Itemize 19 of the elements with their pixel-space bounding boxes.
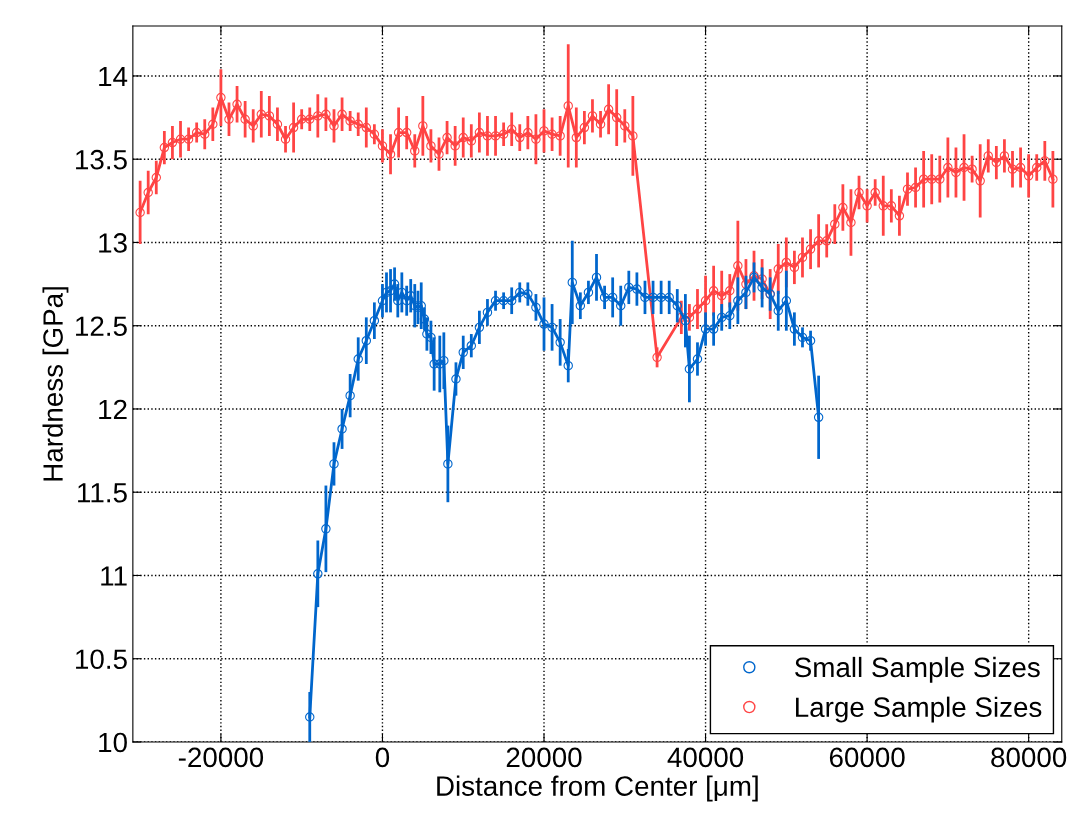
y-axis-title: Hardness [GPa] <box>42 287 69 481</box>
x-tick-label: 60000 <box>829 747 905 768</box>
y-tick-label: 13.5 <box>76 149 127 170</box>
y-tick-label: 11.5 <box>78 483 127 503</box>
x-tick-label: 20000 <box>506 747 582 768</box>
x-tick-label: 40000 <box>667 747 744 768</box>
legend-label: Small Sample Sizes <box>795 656 1040 683</box>
x-tick-label: 80000 <box>991 747 1067 768</box>
y-tick-label: 10.5 <box>76 649 127 670</box>
y-tick-label: 11 <box>101 566 127 586</box>
y-tick-label: 13 <box>99 233 127 253</box>
x-axis-title: Distance from Center [μm] <box>437 775 758 802</box>
legend-label: Large Sample Sizes <box>796 696 1042 723</box>
x-tick-label: -20000 <box>178 747 264 768</box>
y-tick-label: 12 <box>99 399 127 420</box>
x-tick-label: 0 <box>375 747 390 768</box>
y-tick-label: 12.5 <box>76 316 127 337</box>
y-tick-label: 10 <box>99 732 127 753</box>
y-tick-label: 14 <box>99 66 128 87</box>
